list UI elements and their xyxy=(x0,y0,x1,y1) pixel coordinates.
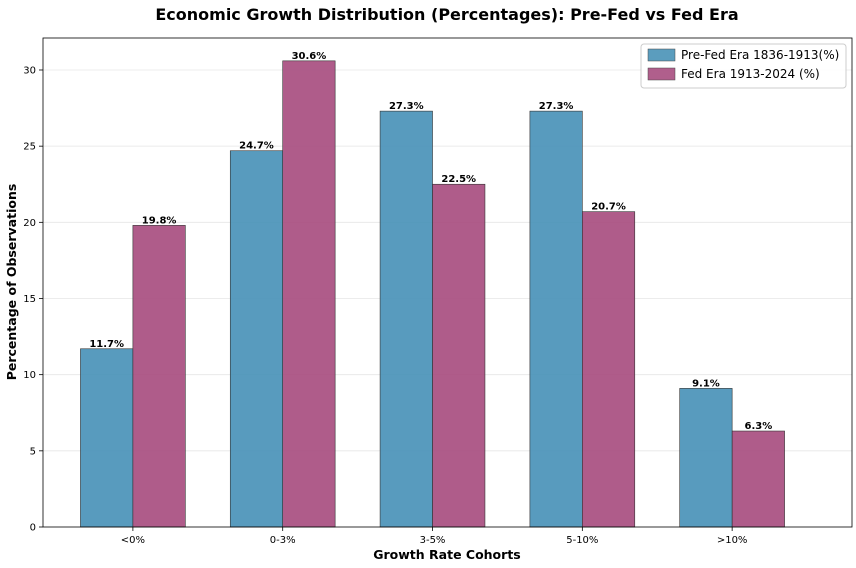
data-label: 30.6% xyxy=(292,51,327,62)
y-tick-label: 30 xyxy=(23,65,36,76)
data-label: 11.7% xyxy=(89,339,124,350)
x-axis-ticks: <0% 0-3% 3-5% 5-10% >10% xyxy=(121,527,748,546)
y-tick-label: 15 xyxy=(23,294,36,305)
x-tick-label: 0-3% xyxy=(270,535,296,546)
legend-label-pre-fed: Pre-Fed Era 1836-1913(%) xyxy=(681,48,839,62)
bars xyxy=(80,60,785,528)
data-label: 27.3% xyxy=(539,101,574,112)
y-axis-ticks: 0 5 10 15 20 25 30 xyxy=(23,65,43,534)
legend-label-fed: Fed Era 1913-2024 (%) xyxy=(681,67,820,81)
legend-swatch-pre-fed xyxy=(647,48,676,62)
plot-frame xyxy=(42,37,853,528)
y-tick-label: 20 xyxy=(23,218,36,229)
data-label: 9.1% xyxy=(692,378,720,389)
legend-swatch-fed xyxy=(647,67,676,81)
data-label: 24.7% xyxy=(239,141,274,152)
data-labels: 11.7% 24.7% 27.3% 27.3% 9.1% 19.8% 30.6% 22.5% 2… xyxy=(89,51,772,432)
x-tick-label: >10% xyxy=(717,535,748,546)
bar-pre-fed-1 xyxy=(229,150,284,528)
bar-fed-3 xyxy=(582,211,636,528)
bar-fed-0 xyxy=(132,225,186,528)
x-tick-label: <0% xyxy=(121,535,145,546)
data-label: 22.5% xyxy=(441,174,476,185)
legend: Pre-Fed Era 1836-1913(%) Fed Era 1913-20… xyxy=(640,43,847,89)
bar-fed-2 xyxy=(432,183,486,528)
chart-title: Economic Growth Distribution (Percentage… xyxy=(155,5,738,24)
bar-fed-1 xyxy=(282,60,336,528)
x-tick-label: 5-10% xyxy=(566,535,598,546)
legend-box xyxy=(640,43,847,89)
x-tick-label: 3-5% xyxy=(420,535,446,546)
bar-pre-fed-3 xyxy=(529,110,583,528)
y-tick-label: 5 xyxy=(30,446,36,457)
bar-pre-fed-0 xyxy=(80,348,134,528)
y-tick-label: 25 xyxy=(23,142,36,153)
bar-fed-4 xyxy=(731,430,785,528)
data-label: 19.8% xyxy=(142,215,177,226)
data-label: 6.3% xyxy=(744,421,772,432)
x-axis-label: Growth Rate Cohorts xyxy=(373,547,520,562)
y-axis-label: Percentage of Observations xyxy=(4,184,19,381)
data-label: 20.7% xyxy=(591,202,626,213)
bar-pre-fed-2 xyxy=(379,110,433,528)
bar-pre-fed-4 xyxy=(679,388,733,528)
y-tick-label: 10 xyxy=(23,370,36,381)
y-tick-label: 0 xyxy=(30,523,36,534)
data-label: 27.3% xyxy=(389,101,424,112)
